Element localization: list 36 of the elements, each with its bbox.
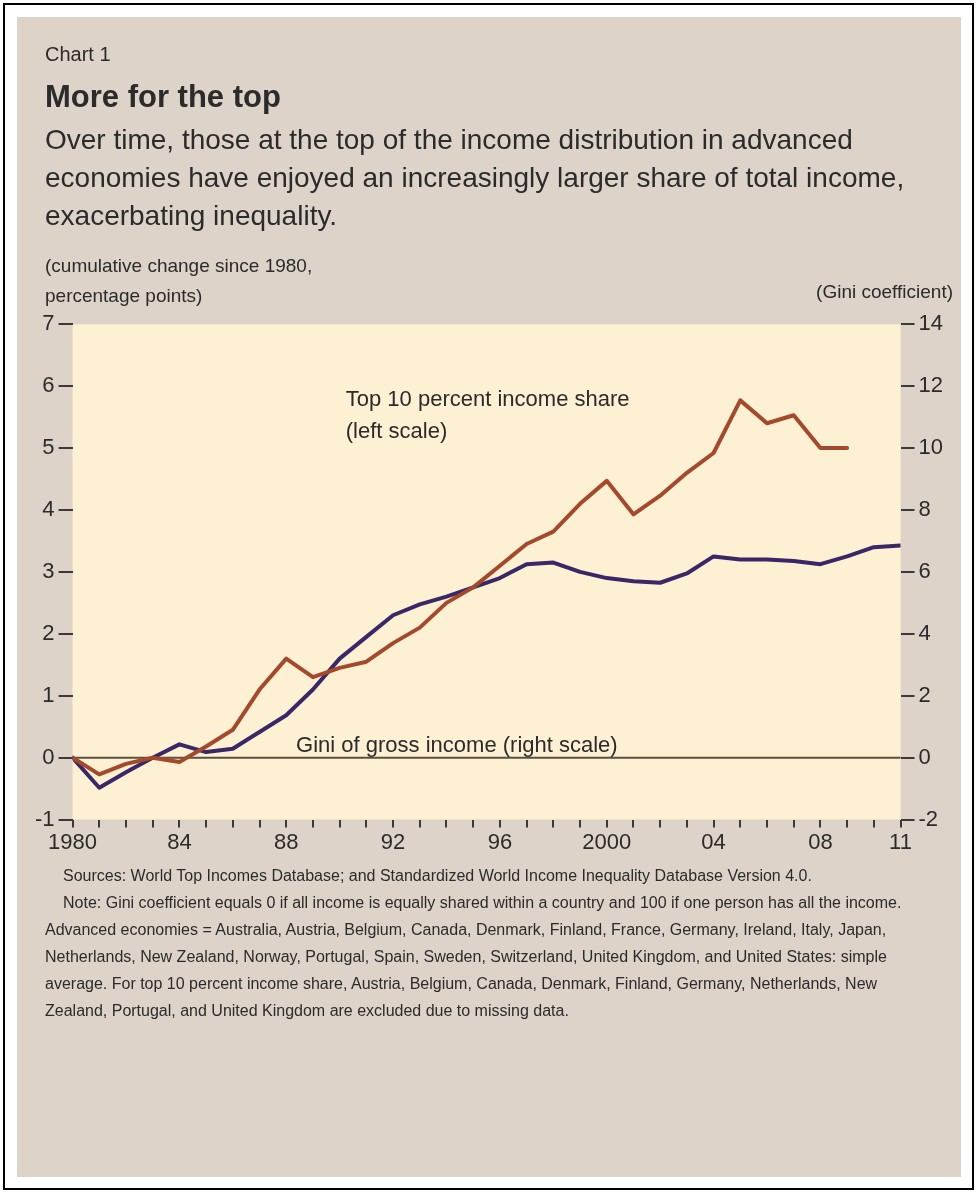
y-tick-label: 5 xyxy=(42,434,55,460)
y-tick-label: 7 xyxy=(42,310,55,336)
y2-tick-label: 12 xyxy=(918,372,944,398)
y-tick-label: 3 xyxy=(42,557,55,583)
y2-axis-title: (Gini coefficient) xyxy=(816,281,953,303)
y-tick-label: 2 xyxy=(42,619,55,645)
text: Top 10 percent income share (left scale) xyxy=(345,385,630,443)
x-tick-label: 1980 xyxy=(48,828,98,854)
x-tick-label: 04 xyxy=(701,828,726,854)
y-tick-label: 0 xyxy=(42,743,55,769)
source-note: Sources: World Top Incomes Database; and Standardized World Income Inequality Database Version 4.0. xyxy=(62,866,813,886)
y2-tick-label: 14 xyxy=(918,310,944,336)
y2-tick-label: 4 xyxy=(918,619,931,645)
y-tick-label: 4 xyxy=(42,496,55,522)
text: Note: Gini coefficient equals 0 if all income is equally shared within a country and 100 if one person has all the income. Advanced economies = Australia, Austria, Belgium, Canada, Denmark, Finland, France, Germany, Ireland, Italy, Japan, Netherlands, New Zealand, Norway, Portugal, Spain, Sweden, Switzerland, United Kingdom, and United States: simple average. For top 10 percent income share, Austria, Belgium, Canada, Denmark, Finland, Germany, Netherlands, New Zealand, Portugal, and United Kingdom are excluded due to missing data. xyxy=(45,893,903,1021)
x-tick-label: 88 xyxy=(273,828,299,854)
series-label: Gini of gross income (right scale) xyxy=(296,732,618,758)
x-tick-label: 2000 xyxy=(582,828,632,854)
y-tick-label: 1 xyxy=(42,681,55,707)
y-axis-title: (cumulative change since 1980, percentage points) xyxy=(45,254,314,308)
x-tick-label: 08 xyxy=(808,828,833,854)
chart-subtitle: Over time, those at the top of the income distribution in advanced economies have enjoyed an increasingly larger share of total income, exacerbating inequality. xyxy=(45,123,906,233)
x-tick-label: 92 xyxy=(380,828,406,854)
x-tick-label: 11 xyxy=(889,828,912,854)
y2-tick-label: 10 xyxy=(918,434,944,460)
x-tick-label: 84 xyxy=(167,828,192,854)
y2-tick-label: -2 xyxy=(918,805,939,831)
y2-tick-label: 8 xyxy=(918,496,931,522)
y-tick-label: 6 xyxy=(42,372,55,398)
y2-tick-label: 2 xyxy=(918,681,931,707)
caption: Chart 1 xyxy=(45,43,111,66)
chart-title: More for the top xyxy=(45,79,281,115)
y2-tick-label: 0 xyxy=(918,743,931,769)
y-tick-label: -1 xyxy=(35,805,55,831)
x-tick-label: 96 xyxy=(487,828,513,854)
y2-tick-label: 6 xyxy=(918,557,931,583)
